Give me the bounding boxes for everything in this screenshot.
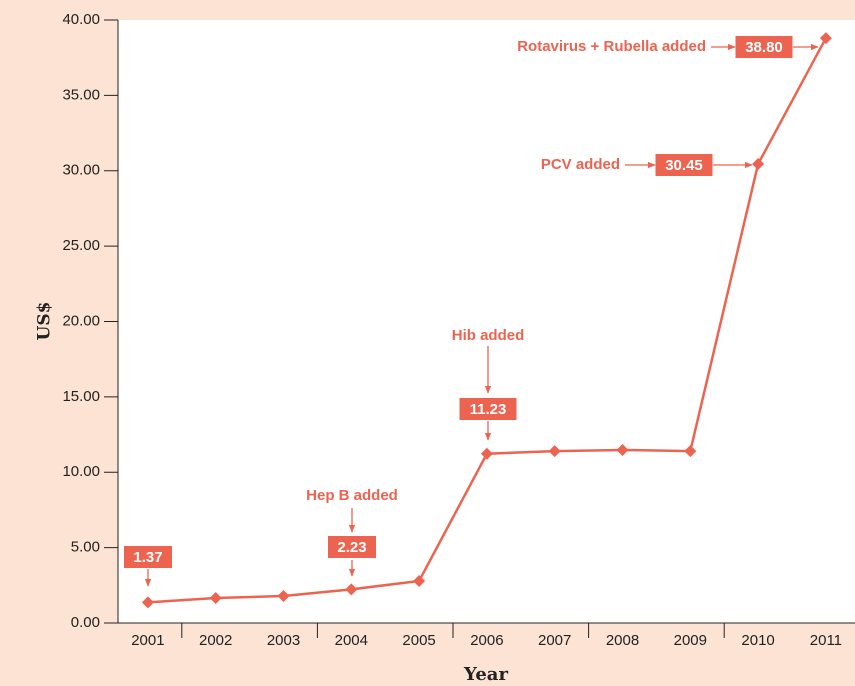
value-label: 2.23 xyxy=(337,539,366,556)
y-tick-label: 15.00 xyxy=(62,388,100,405)
x-tick-label: 2010 xyxy=(741,632,774,649)
marker xyxy=(548,445,561,458)
marker xyxy=(819,32,832,45)
x-tick-label: 2011 xyxy=(810,632,842,649)
y-tick-label: 40.00 xyxy=(62,11,100,28)
y-tick-label: 0.00 xyxy=(71,614,100,631)
marker xyxy=(345,583,358,596)
value-label-box xyxy=(655,154,713,176)
x-tick-label: 2007 xyxy=(538,632,571,649)
x-tick-label: 2003 xyxy=(267,632,300,649)
x-axis-label: Year xyxy=(463,664,508,685)
y-tick-label: 30.00 xyxy=(62,162,100,179)
marker xyxy=(413,574,426,587)
plot-area xyxy=(118,20,855,623)
x-tick-label: 2006 xyxy=(470,632,503,649)
x-tick-label: 2002 xyxy=(199,632,232,649)
y-tick-label: 5.00 xyxy=(71,539,100,556)
arrows xyxy=(144,43,819,587)
value-label-box xyxy=(735,36,793,58)
marker xyxy=(684,445,697,458)
annotation: Hep B added xyxy=(306,487,398,504)
y-tick-label: 20.00 xyxy=(62,312,100,329)
marker xyxy=(752,157,765,170)
value-label-box xyxy=(124,546,172,568)
annotation: PCV added xyxy=(541,156,620,173)
annotation: Rotavirus + Rubella added xyxy=(517,38,706,55)
y-tick-label: 35.00 xyxy=(62,86,100,103)
value-label: 30.45 xyxy=(665,157,703,174)
value-label-box xyxy=(459,398,517,420)
x-tick-label: 2005 xyxy=(402,632,435,649)
value-label: 11.23 xyxy=(470,401,507,418)
annotation: Hib added xyxy=(452,327,525,344)
marker xyxy=(616,443,629,456)
marker xyxy=(141,596,154,609)
value-label-box xyxy=(328,536,376,558)
x-tick-label: 2008 xyxy=(606,632,639,649)
y-axis-label: US$ xyxy=(35,302,55,341)
y-tick-label: 10.00 xyxy=(62,463,100,480)
x-tick-label: 2004 xyxy=(335,632,368,649)
marker xyxy=(277,590,290,603)
x-tick-label: 2001 xyxy=(131,632,164,649)
value-label: 1.37 xyxy=(133,549,162,566)
y-tick-label: 25.00 xyxy=(62,237,100,254)
marker xyxy=(209,591,222,604)
marker xyxy=(480,447,493,460)
value-label: 38.80 xyxy=(745,39,783,56)
x-tick-label: 2009 xyxy=(674,632,707,649)
